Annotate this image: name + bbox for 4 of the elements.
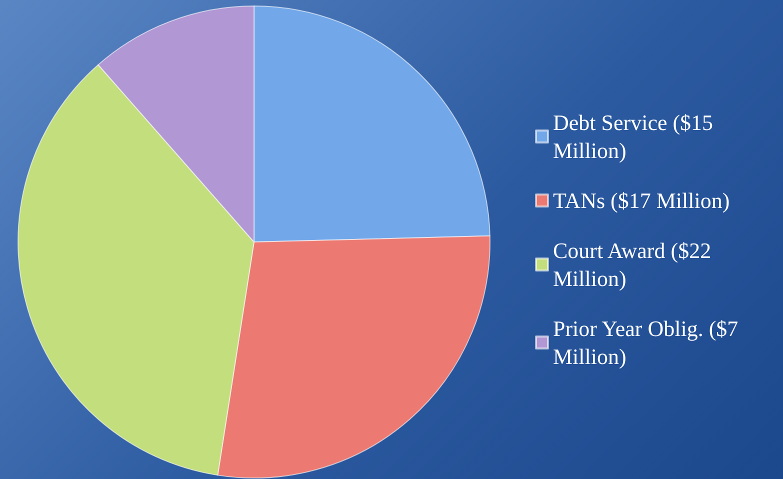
legend-label: Court Award ($22 Million) <box>553 238 717 291</box>
legend-label: Debt Service ($15 Million) <box>553 110 719 163</box>
legend-label: Prior Year Oblig. ($7 Million) <box>553 316 744 369</box>
legend-label: TANs ($17 Million) <box>553 188 730 213</box>
